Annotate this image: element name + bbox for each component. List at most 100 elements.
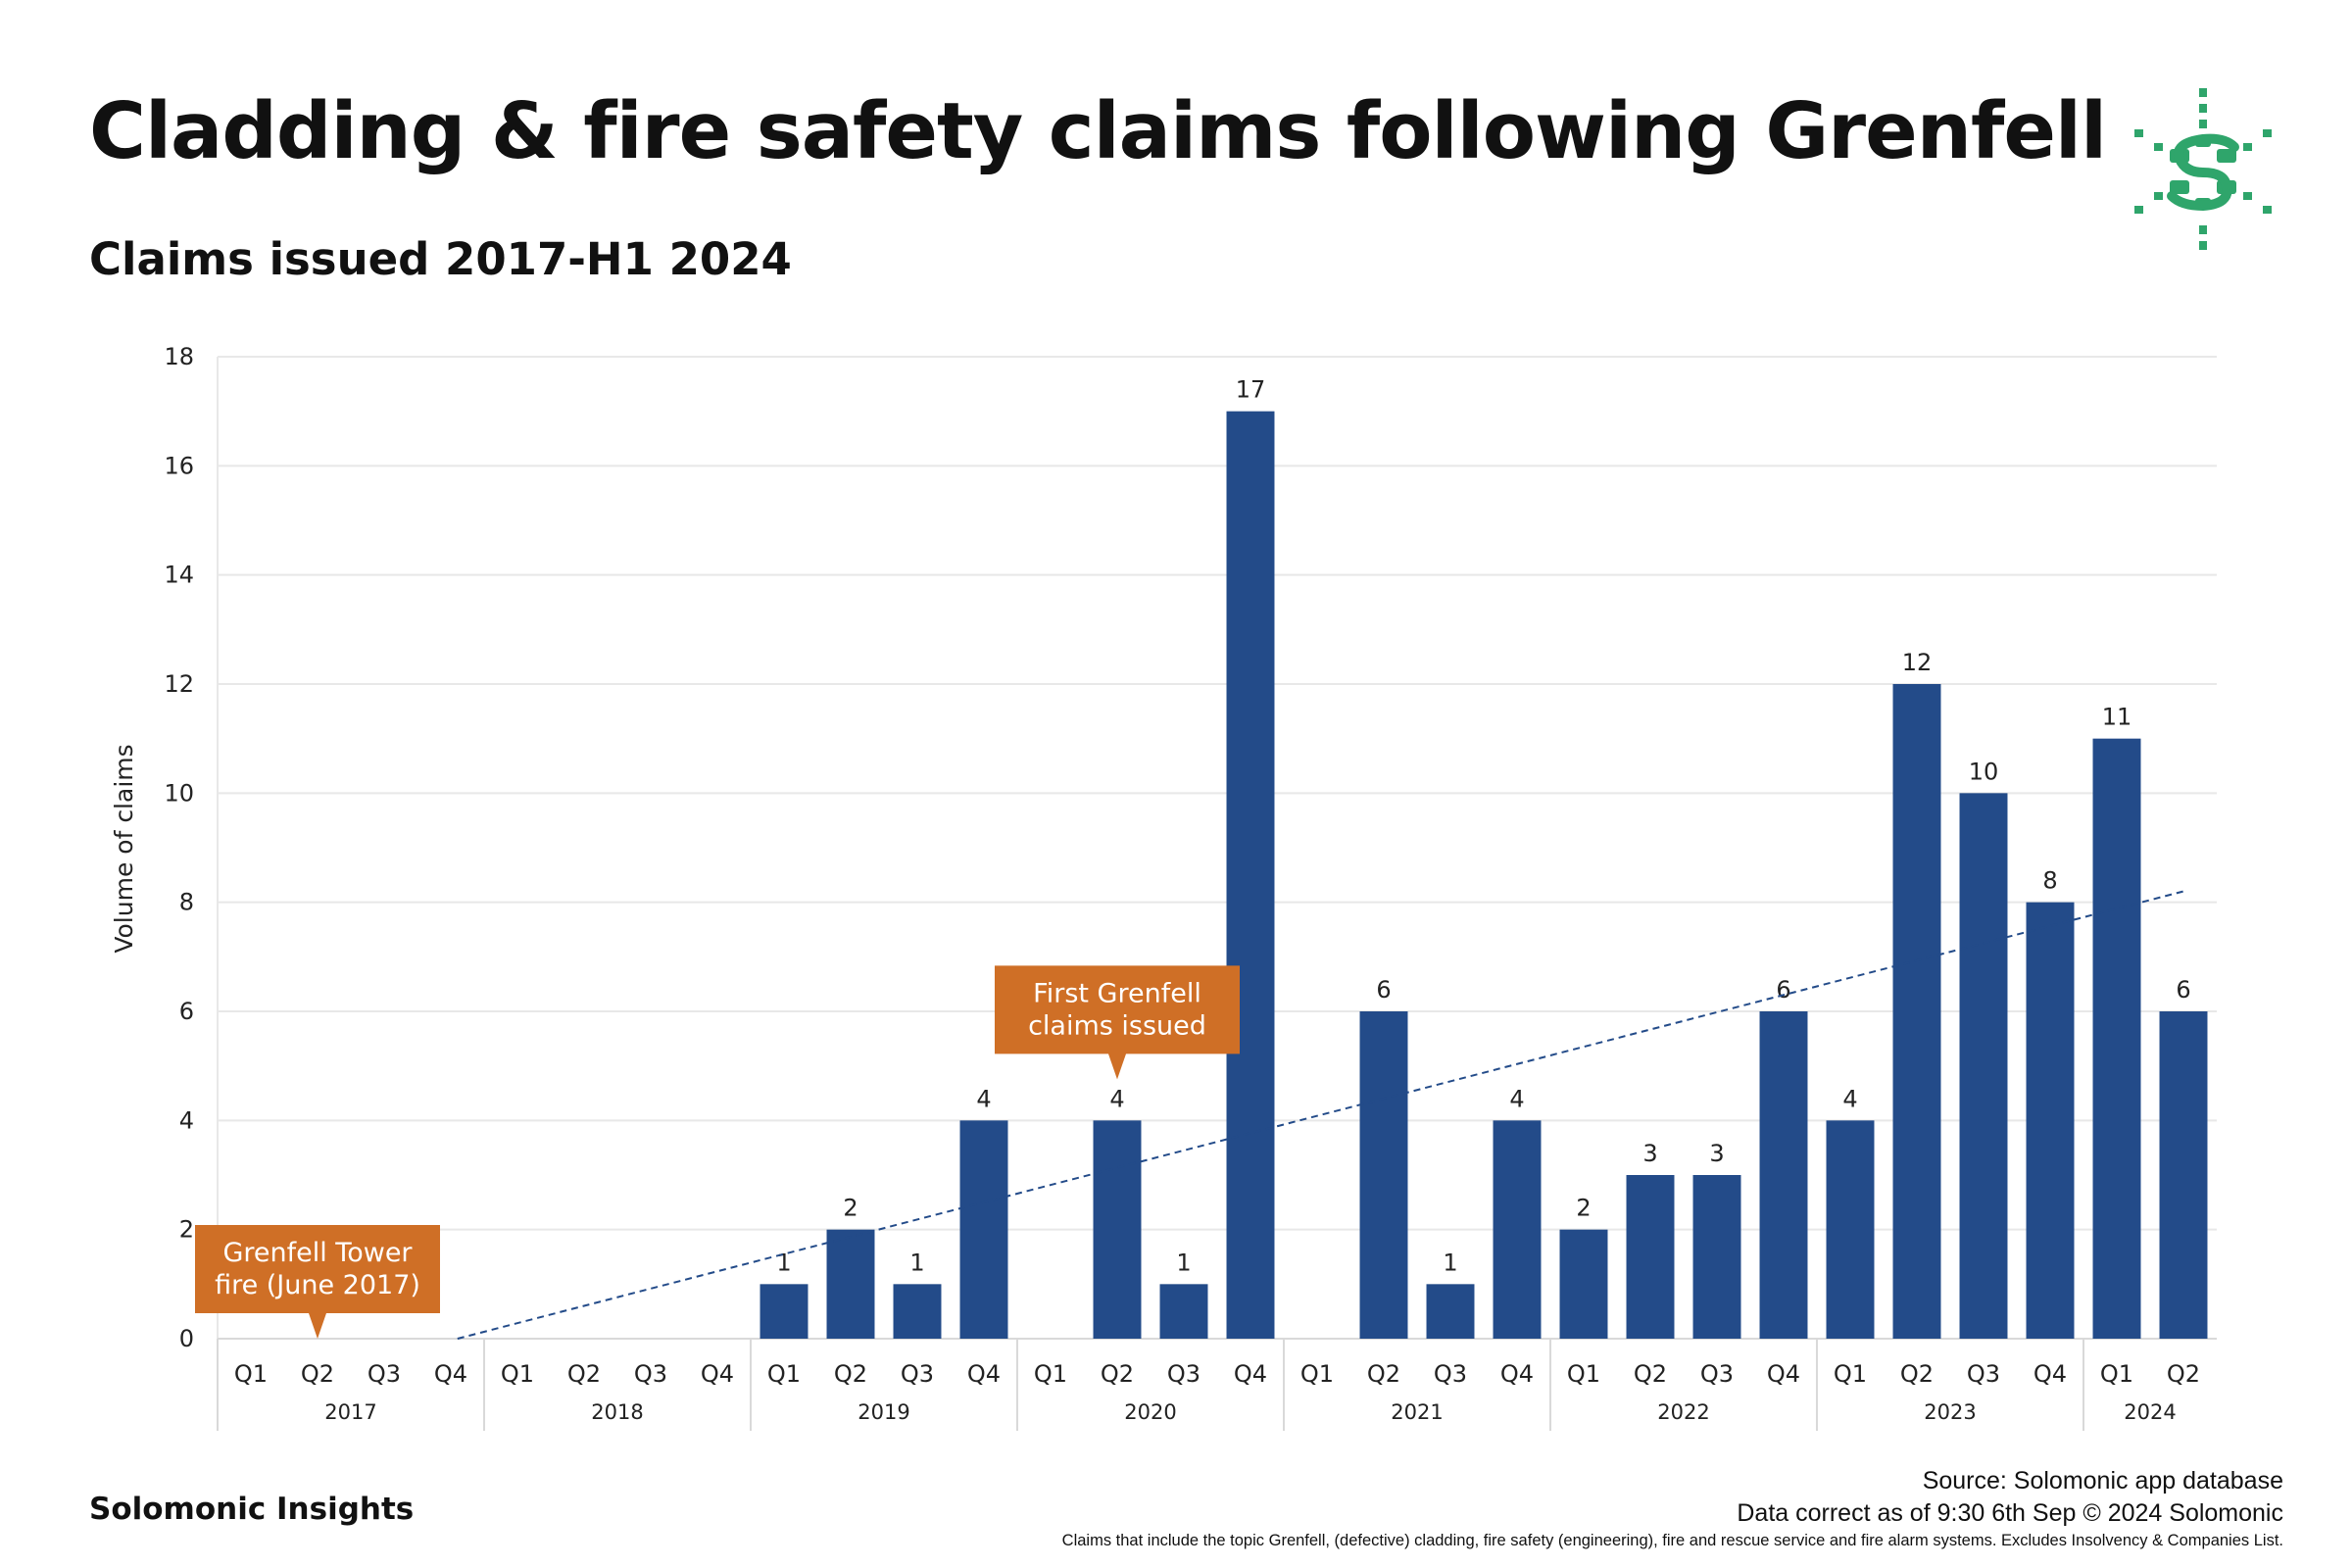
bar xyxy=(760,1284,808,1339)
y-tick-label: 14 xyxy=(164,562,194,589)
brand-name: Solomonic Insights xyxy=(89,1492,415,1527)
x-tick-label: Q3 xyxy=(634,1360,667,1388)
y-tick-label: 0 xyxy=(179,1325,194,1352)
bar xyxy=(1959,793,2008,1339)
page-title: Cladding & fire safety claims following … xyxy=(89,86,2107,176)
source-note: Source: Solomonic app database xyxy=(1922,1467,2283,1494)
annotation-text: claims issued xyxy=(1028,1010,1206,1041)
x-tick-label: Q2 xyxy=(301,1360,334,1388)
x-tick-label: Q4 xyxy=(1767,1360,1800,1388)
bar xyxy=(826,1229,875,1339)
x-tick-label: Q1 xyxy=(1567,1360,1600,1388)
x-tick-label: Q2 xyxy=(1367,1360,1400,1388)
bar xyxy=(2026,902,2075,1339)
year-label: 2023 xyxy=(1924,1400,1976,1424)
data-label: 3 xyxy=(1709,1140,1724,1167)
methodology-note: Claims that include the topic Grenfell, … xyxy=(1061,1532,2283,1549)
data-label: 4 xyxy=(1842,1085,1857,1112)
x-tick-label: Q3 xyxy=(901,1360,934,1388)
x-tick-label: Q1 xyxy=(501,1360,534,1388)
x-tick-label: Q2 xyxy=(1900,1360,1934,1388)
y-tick-label: 8 xyxy=(179,889,194,916)
y-tick-label: 4 xyxy=(179,1106,194,1134)
x-tick-label: Q3 xyxy=(1967,1360,2000,1388)
data-label: 6 xyxy=(2176,976,2190,1004)
data-label: 4 xyxy=(1509,1085,1524,1112)
x-tick-label: Q3 xyxy=(1167,1360,1200,1388)
bar xyxy=(1426,1284,1475,1339)
data-label: 11 xyxy=(2102,704,2132,731)
data-label: 17 xyxy=(1236,376,1266,404)
x-tick-label: Q2 xyxy=(2167,1360,2200,1388)
year-label: 2021 xyxy=(1391,1400,1443,1424)
bar xyxy=(959,1120,1008,1339)
bar xyxy=(2159,1011,2208,1339)
annotation-text: fire (June 2017) xyxy=(215,1270,420,1300)
x-tick-label: Q1 xyxy=(234,1360,268,1388)
annotation-callout xyxy=(195,1225,440,1339)
x-tick-label: Q2 xyxy=(834,1360,867,1388)
x-tick-label: Q4 xyxy=(701,1360,734,1388)
data-label: 12 xyxy=(1902,649,1933,676)
y-tick-label: 16 xyxy=(164,452,194,479)
y-axis-label: Volume of claims xyxy=(110,744,138,953)
data-label: 6 xyxy=(1776,976,1790,1004)
data-label: 2 xyxy=(1576,1195,1591,1222)
year-label: 2020 xyxy=(1124,1400,1176,1424)
year-label: 2019 xyxy=(858,1400,909,1424)
data-label: 1 xyxy=(1176,1249,1191,1276)
x-tick-label: Q4 xyxy=(1234,1360,1267,1388)
data-label: 4 xyxy=(976,1085,991,1112)
bar xyxy=(893,1284,942,1339)
x-tick-label: Q1 xyxy=(1834,1360,1867,1388)
x-tick-label: Q2 xyxy=(1634,1360,1667,1388)
y-tick-label: 6 xyxy=(179,998,194,1025)
data-label: 2 xyxy=(843,1195,858,1222)
data-label: 4 xyxy=(1109,1085,1124,1112)
bar xyxy=(1559,1229,1608,1339)
x-tick-label: Q1 xyxy=(2100,1360,2133,1388)
bar xyxy=(1759,1011,1808,1339)
annotation-callout xyxy=(995,965,1240,1080)
year-label: 2018 xyxy=(591,1400,643,1424)
x-tick-label: Q4 xyxy=(967,1360,1001,1388)
trend-line xyxy=(457,890,2184,1340)
data-label: 10 xyxy=(1969,758,1999,785)
bar xyxy=(1826,1120,1875,1339)
data-label: 8 xyxy=(2042,867,2057,895)
bar xyxy=(1159,1284,1208,1339)
bar xyxy=(1226,411,1275,1340)
x-tick-label: Q1 xyxy=(1034,1360,1067,1388)
y-tick-label: 10 xyxy=(164,779,194,807)
solomonic-logo-icon xyxy=(2134,88,2272,250)
annotation-text: Grenfell Tower xyxy=(222,1238,413,1268)
x-tick-label: Q4 xyxy=(434,1360,467,1388)
bar xyxy=(1626,1175,1675,1339)
x-tick-label: Q4 xyxy=(1500,1360,1534,1388)
x-tick-label: Q1 xyxy=(1300,1360,1334,1388)
bar xyxy=(1359,1011,1408,1339)
x-tick-label: Q3 xyxy=(368,1360,401,1388)
data-label: 1 xyxy=(1443,1249,1457,1276)
data-label: 3 xyxy=(1642,1140,1657,1167)
bar xyxy=(1892,684,1941,1339)
x-tick-label: Q2 xyxy=(1101,1360,1134,1388)
year-label: 2022 xyxy=(1657,1400,1709,1424)
y-tick-label: 18 xyxy=(164,343,194,370)
x-tick-label: Q3 xyxy=(1434,1360,1467,1388)
x-tick-label: Q3 xyxy=(1700,1360,1734,1388)
bar xyxy=(1493,1120,1542,1339)
y-tick-label: 12 xyxy=(164,670,194,698)
bar xyxy=(1692,1175,1741,1339)
bar xyxy=(2092,738,2141,1339)
annotation-text: First Grenfell xyxy=(1033,978,1201,1008)
y-tick-label: 2 xyxy=(179,1216,194,1244)
year-label: 2024 xyxy=(2124,1400,2176,1424)
year-label: 2017 xyxy=(324,1400,376,1424)
bar xyxy=(1093,1120,1142,1339)
data-label: 6 xyxy=(1376,976,1391,1004)
x-tick-label: Q2 xyxy=(567,1360,601,1388)
x-tick-label: Q1 xyxy=(767,1360,801,1388)
data-label: 1 xyxy=(909,1249,924,1276)
